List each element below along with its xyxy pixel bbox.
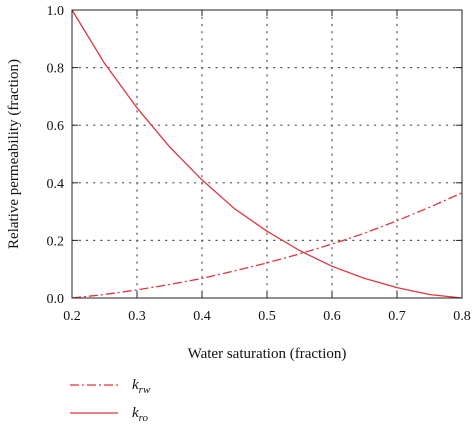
legend: krw kro <box>70 377 151 424</box>
axis-ticks <box>71 9 463 299</box>
legend-label-kro-sub: ro <box>139 412 149 424</box>
x-tick-label: 0.8 <box>453 309 471 324</box>
y-tick-label: 0.4 <box>47 177 65 192</box>
y-tick-label: 1.0 <box>47 4 65 19</box>
series-line-kro <box>71 9 463 299</box>
y-tick-label: 0.2 <box>47 234 65 249</box>
x-tick-label: 0.3 <box>128 309 146 324</box>
legend-item-krw: krw <box>70 377 151 396</box>
x-tick-label: 0.7 <box>388 309 406 324</box>
y-axis-title: Relative permeability (fraction) <box>6 59 22 249</box>
x-tick-label: 0.4 <box>193 309 211 324</box>
legend-label-krw-main: k <box>132 377 139 393</box>
legend-label-krw: krw <box>132 377 151 396</box>
series-line-krw <box>71 192 463 299</box>
y-tick-label: 0.0 <box>47 292 65 307</box>
legend-label-kro-main: k <box>132 405 139 421</box>
y-tick-label: 0.6 <box>47 119 65 134</box>
x-tick-label: 0.5 <box>258 309 276 324</box>
legend-label-krw-sub: rw <box>139 384 151 396</box>
legend-item-kro: kro <box>70 405 149 424</box>
x-tick-label: 0.2 <box>63 309 81 324</box>
x-axis-title: Water saturation (fraction) <box>188 346 347 362</box>
x-tick-label: 0.6 <box>323 309 341 324</box>
y-tick-label: 0.8 <box>47 62 65 77</box>
series-lines <box>71 9 463 299</box>
grid-lines <box>71 9 463 299</box>
y-tick-labels: 0.0 0.2 0.4 0.6 0.8 1.0 <box>47 4 65 307</box>
legend-label-kro: kro <box>132 405 149 424</box>
x-tick-labels: 0.2 0.3 0.4 0.5 0.6 0.7 0.8 <box>63 309 471 324</box>
